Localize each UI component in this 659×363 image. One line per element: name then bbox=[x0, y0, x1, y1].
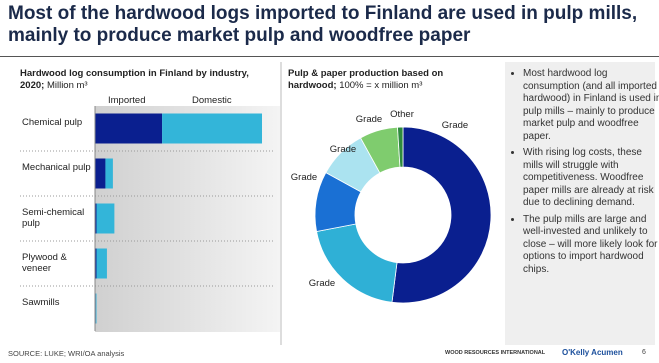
source: SOURCE: LUKE; WRI/OA analysis bbox=[8, 349, 125, 358]
segment-label: Grade bbox=[291, 172, 317, 183]
bar-segment bbox=[95, 158, 106, 189]
bar-segment bbox=[162, 113, 262, 144]
title-rule bbox=[0, 56, 659, 57]
donut-segment bbox=[391, 126, 492, 304]
category-label: Chemical pulp bbox=[22, 116, 83, 128]
bar-segment bbox=[96, 248, 107, 279]
category-label: Plywood & veneer bbox=[22, 251, 67, 274]
unit: Million m³ bbox=[46, 80, 88, 91]
segment-label: Other bbox=[390, 109, 414, 120]
bar-segment bbox=[95, 203, 97, 234]
segment-label: Grade bbox=[356, 114, 382, 125]
page-number: 6 bbox=[642, 349, 646, 356]
bullet: Most hardwood log consumption (and all i… bbox=[523, 68, 659, 143]
slide-title: Most of the hardwood logs imported to Fi… bbox=[8, 3, 638, 46]
title-text: Hardwood log consumption in Finland by i… bbox=[20, 68, 249, 91]
text-box bbox=[505, 62, 655, 345]
unit: 100% = x million m³ bbox=[339, 80, 423, 91]
donut-segment bbox=[397, 126, 404, 168]
bullets: Most hardwood log consumption (and all i… bbox=[511, 68, 659, 280]
bar-segment bbox=[95, 113, 163, 144]
segment-label: Grade bbox=[309, 278, 335, 289]
logo: O'Kelly Acumen bbox=[562, 348, 623, 357]
donut-segment bbox=[316, 223, 398, 303]
bullet: With rising log costs, these mills will … bbox=[523, 147, 659, 210]
bar-segment bbox=[105, 158, 113, 189]
legend-label: Domestic bbox=[192, 95, 232, 106]
bullet: The pulp mills are large and well-invest… bbox=[523, 214, 659, 277]
category-label: Semi-chemical pulp bbox=[22, 206, 85, 229]
bar-segment bbox=[95, 248, 97, 279]
legend-label: Imported bbox=[108, 95, 146, 106]
category-label: Mechanical pulp bbox=[22, 161, 91, 173]
chart-title: Hardwood log consumption in Finland by i… bbox=[20, 68, 275, 92]
logo: WOOD RESOURCES INTERNATIONAL bbox=[445, 350, 546, 356]
category-label: Sawmills bbox=[22, 296, 60, 308]
title-text: Pulp & paper production based on hardwoo… bbox=[288, 68, 444, 91]
background-shade bbox=[95, 106, 280, 332]
chart-title: Pulp & paper production based on hardwoo… bbox=[288, 68, 488, 92]
segment-label: Grade bbox=[330, 144, 356, 155]
bar-segment bbox=[96, 203, 115, 234]
segment-label: Grade bbox=[442, 120, 468, 131]
bar-segment bbox=[95, 293, 97, 324]
